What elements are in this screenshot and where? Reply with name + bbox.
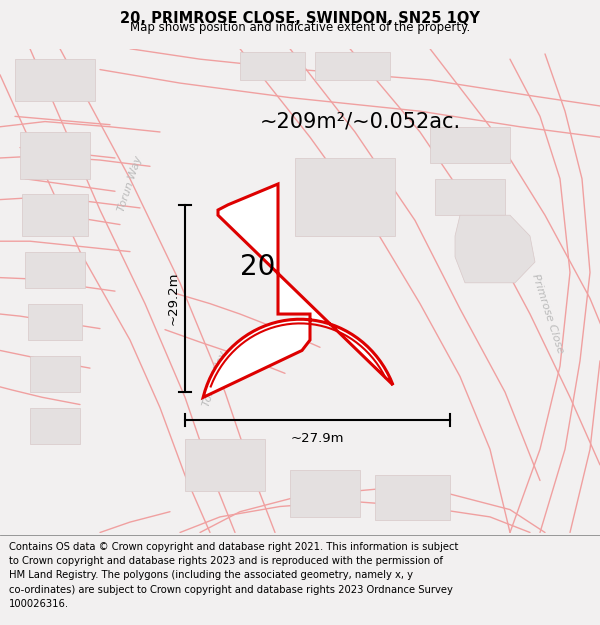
Text: Torun Way: Torun Way	[201, 349, 229, 408]
Text: Primrose Close: Primrose Close	[530, 273, 566, 355]
Polygon shape	[290, 470, 360, 517]
Text: to Crown copyright and database rights 2023 and is reproduced with the permissio: to Crown copyright and database rights 2…	[9, 556, 443, 566]
Polygon shape	[203, 184, 393, 398]
Polygon shape	[15, 59, 95, 101]
Polygon shape	[30, 408, 80, 444]
Text: HM Land Registry. The polygons (including the associated geometry, namely x, y: HM Land Registry. The polygons (includin…	[9, 571, 413, 581]
Text: ~209m²/~0.052ac.: ~209m²/~0.052ac.	[259, 112, 461, 132]
Polygon shape	[30, 356, 80, 392]
Polygon shape	[435, 179, 505, 215]
Polygon shape	[240, 52, 305, 80]
Polygon shape	[375, 475, 450, 520]
Polygon shape	[295, 158, 395, 236]
Polygon shape	[22, 194, 88, 236]
Text: 20, PRIMROSE CLOSE, SWINDON, SN25 1QY: 20, PRIMROSE CLOSE, SWINDON, SN25 1QY	[120, 11, 480, 26]
Text: Torun Way: Torun Way	[116, 155, 144, 213]
Text: 100026316.: 100026316.	[9, 599, 69, 609]
Polygon shape	[28, 304, 82, 340]
Polygon shape	[20, 132, 90, 179]
Polygon shape	[430, 127, 510, 163]
Polygon shape	[25, 252, 85, 288]
Text: 20: 20	[241, 253, 275, 281]
Polygon shape	[185, 439, 265, 491]
Text: Map shows position and indicative extent of the property.: Map shows position and indicative extent…	[130, 21, 470, 34]
Text: Contains OS data © Crown copyright and database right 2021. This information is : Contains OS data © Crown copyright and d…	[9, 542, 458, 552]
Text: ~27.9m: ~27.9m	[291, 432, 344, 446]
Text: co-ordinates) are subject to Crown copyright and database rights 2023 Ordnance S: co-ordinates) are subject to Crown copyr…	[9, 585, 453, 595]
Text: ~29.2m: ~29.2m	[167, 272, 179, 325]
Polygon shape	[455, 215, 535, 283]
Polygon shape	[315, 52, 390, 80]
